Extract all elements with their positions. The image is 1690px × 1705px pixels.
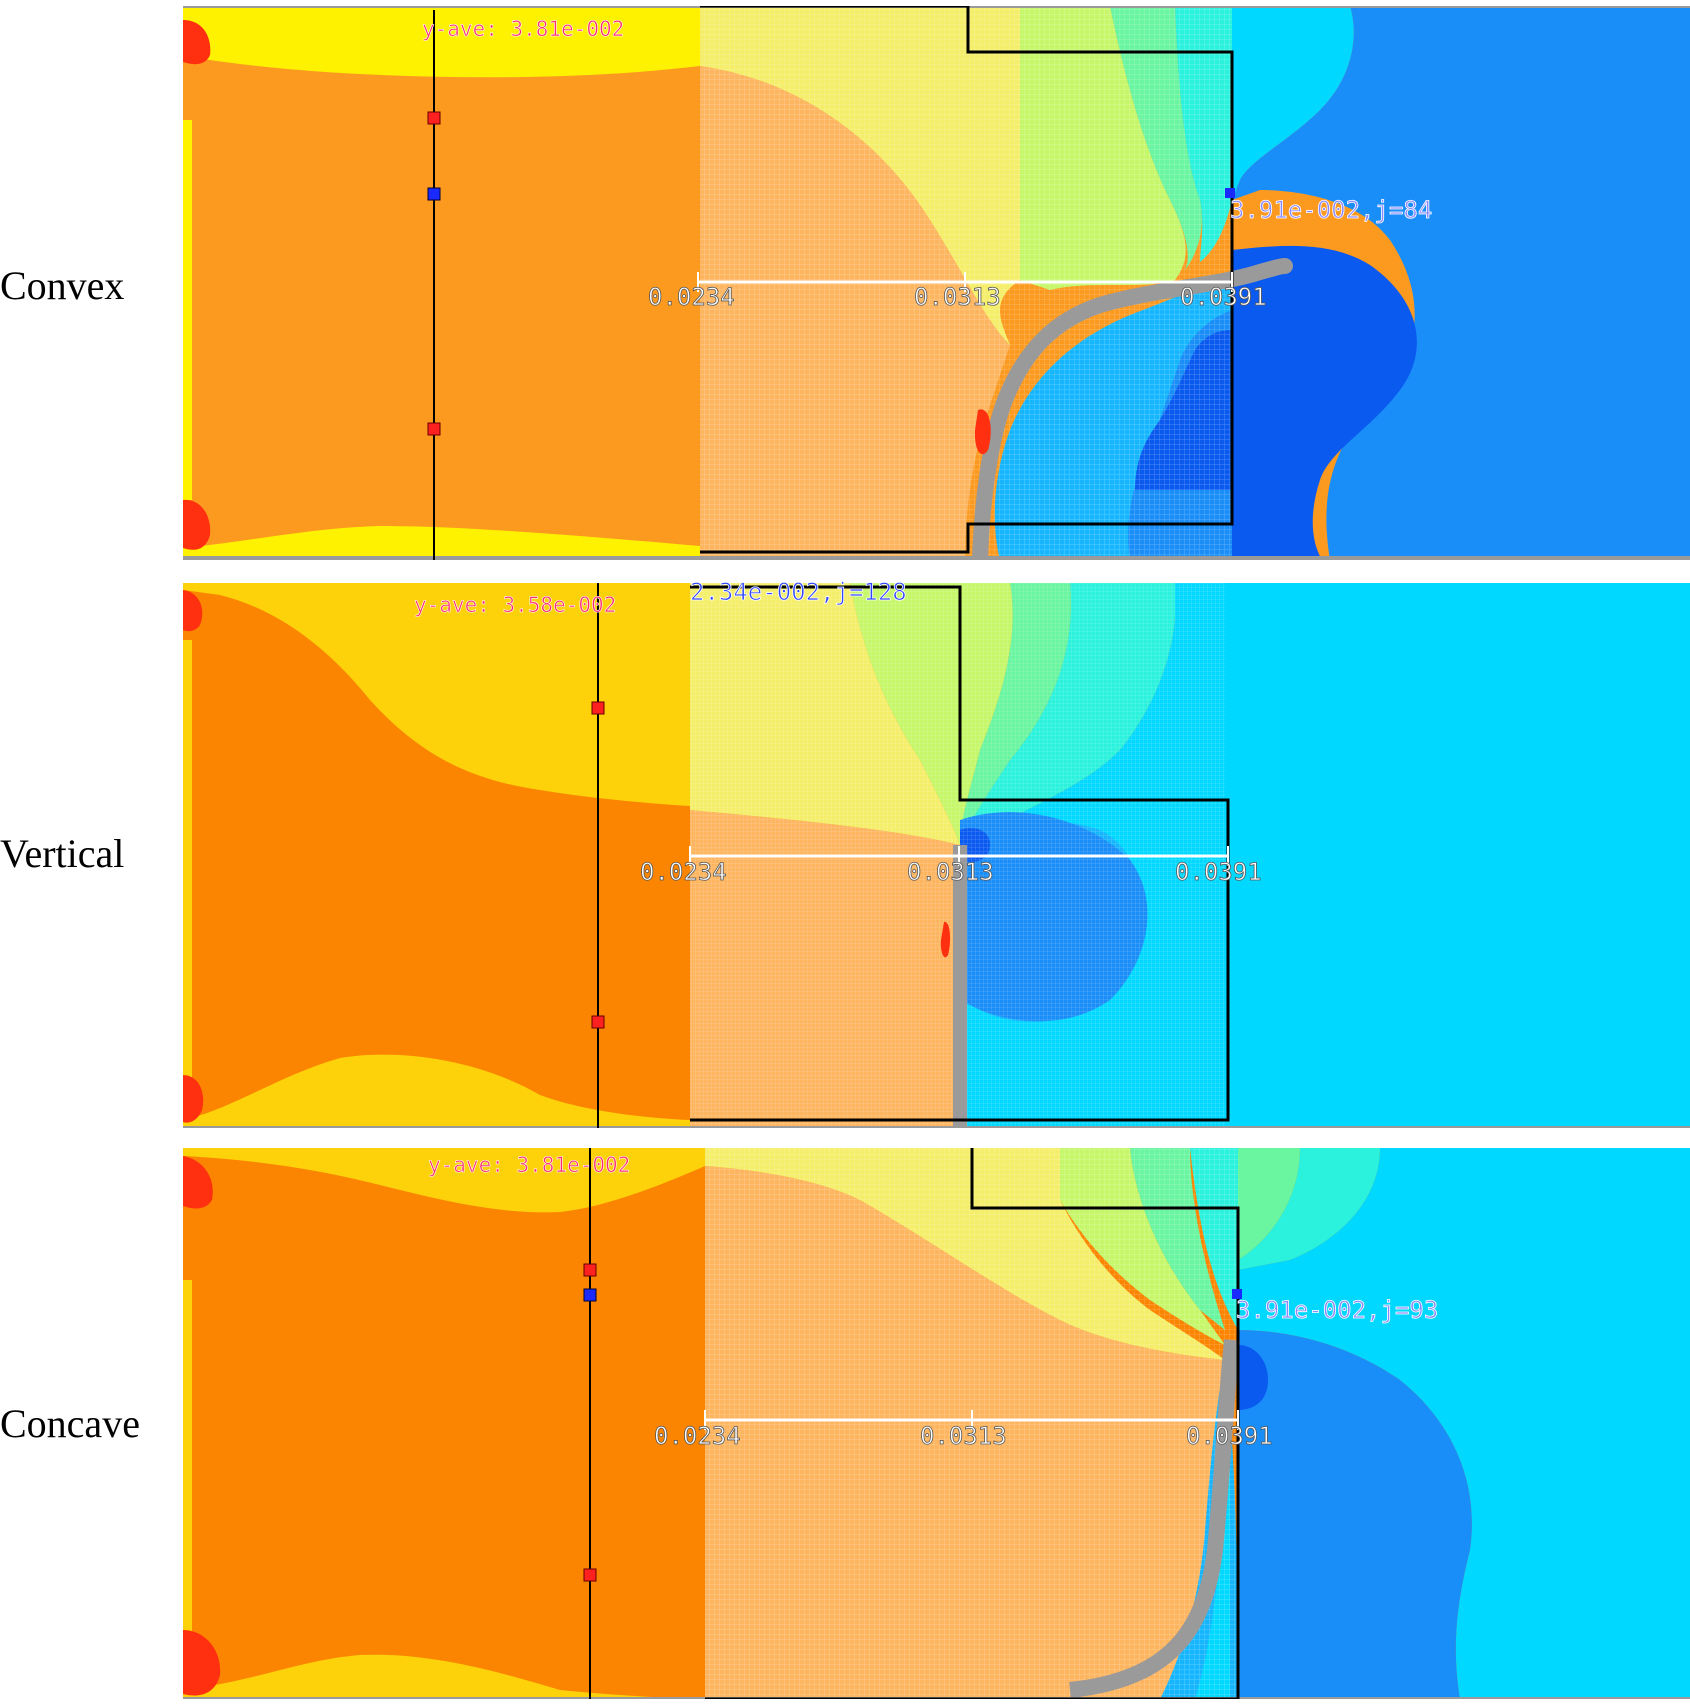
probe-marker-blue [592,574,604,582]
region-right-blue [1232,6,1690,560]
probe-marker-blue [583,1288,597,1302]
probe-marker-red [591,701,605,715]
scale-tick-label: 0.0234 [654,1422,741,1450]
hot-spot-center [940,921,951,958]
scale-tick-label: 0.0234 [640,858,727,886]
interface-curve [972,258,1293,560]
hot-spot-center [974,409,991,455]
wall-top [183,1138,1690,1146]
y-average-label: y-ave: 3.58e-002 [414,593,616,617]
probe-marker-red [583,1568,597,1582]
panel-label-vertical: Vertical [0,831,125,876]
mold-outline [690,585,1230,1122]
panel-label-convex: Convex [0,263,125,308]
region-deep-blue [1232,245,1417,560]
region-deep-blue [1238,1345,1268,1410]
region-right-blue [1238,1330,1472,1699]
hot-spot-left-bottom [183,499,211,550]
wall-top [183,574,1690,582]
interface-marker [1225,188,1235,198]
hot-spot-left-top [183,590,203,632]
interface-position-label: 3.91e-002,j=84 [1230,196,1432,224]
region-right-cyan [1238,1148,1690,1699]
wall-bottom [183,556,1690,560]
hot-spot-left-top [183,1156,213,1209]
region-left-edge [183,1280,192,1640]
interface-marker [1232,1289,1242,1299]
region-right-green [1238,1148,1300,1260]
region-left-edge [183,120,192,500]
region-bottom-gold [183,1654,705,1699]
scale-tick-label: 0.0313 [907,858,994,886]
region-top-gold [183,1148,705,1213]
region-right-aqua [1238,1148,1380,1270]
region-bottom-gold [183,1054,690,1128]
scale-tick-label: 0.0391 [1175,858,1262,886]
scale-tick-label: 0.0234 [648,283,735,311]
probe-marker-red [427,111,441,125]
interface-position-label: 2.34e-002,j=128 [690,578,907,606]
interface-curve [1069,1339,1240,1698]
region-top-yellow [183,6,700,78]
probe-marker-blue [427,187,441,201]
hot-spot-left-bottom [183,1630,221,1696]
mold-outline [705,1148,1240,1699]
y-average-label: y-ave: 3.81e-002 [422,17,624,41]
hot-spot-left-bottom [183,1075,204,1123]
panel-convex: y-ave: 3.81e-002 3.91e-002,j=84 0.0234 0… [183,6,1690,560]
wall-bottom [183,1126,1690,1128]
hot-spot-left-top [183,20,211,65]
scale-tick-label: 0.0391 [1186,1422,1273,1450]
region-right-cyan [1175,583,1690,1128]
region-left-edge [183,640,192,1090]
panel-label-concave: Concave [0,1401,140,1446]
scale-tick-label: 0.0313 [914,283,1001,311]
scale-tick-label: 0.0313 [920,1422,1007,1450]
panel-concave: y-ave: 3.81e-002 3.91e-002,j=93 0.0234 0… [183,1138,1690,1699]
scale-tick-label: 0.0391 [1180,283,1267,311]
region-top-gold [183,583,780,810]
probe-marker-red [591,1015,605,1029]
interface-position-label: 3.91e-002,j=93 [1236,1296,1438,1324]
probe-marker-red [583,1263,597,1277]
panel-vertical: y-ave: 3.58e-002 2.34e-002,j=128 0.0234 … [183,574,1690,1128]
probe-marker-red [427,422,441,436]
region-cyan [1232,6,1354,200]
region-bottom-yellow [183,526,700,560]
y-average-label: y-ave: 3.81e-002 [428,1153,630,1177]
